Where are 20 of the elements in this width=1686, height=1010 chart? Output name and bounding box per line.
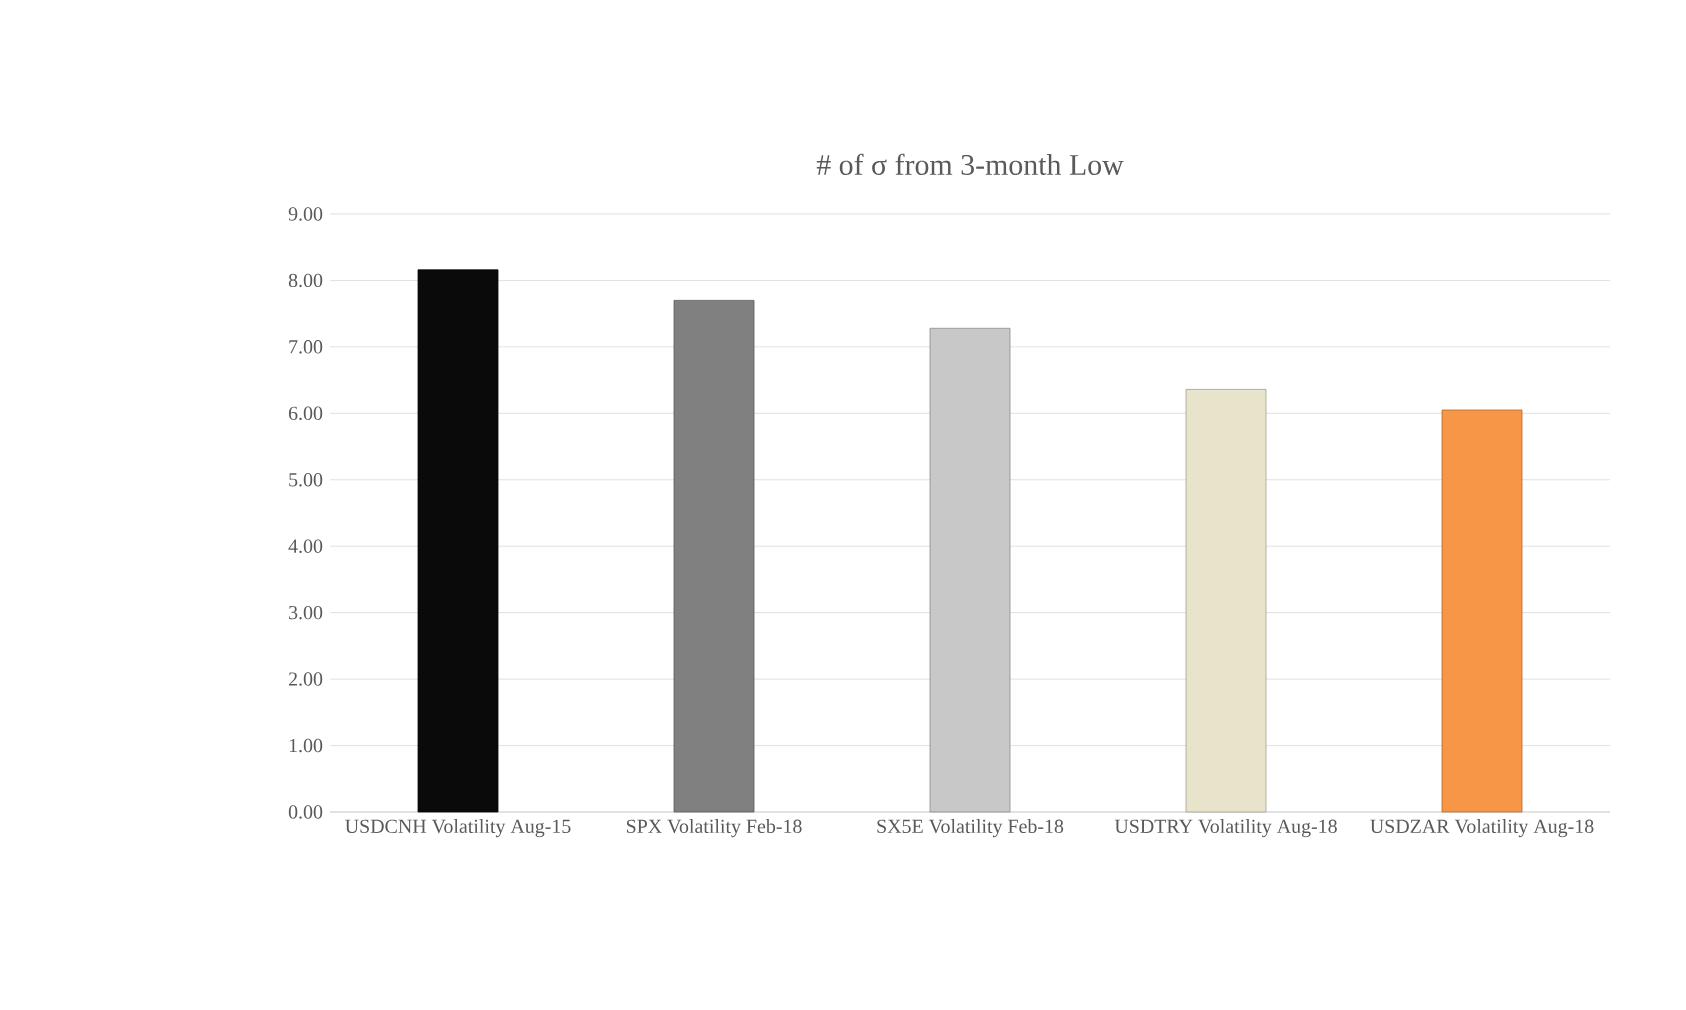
x-tick-label: SX5E Volatility Feb-18 <box>877 819 1064 838</box>
bar <box>1185 389 1267 813</box>
x-tick-label: USDTRY Volatility Aug-18 <box>1114 819 1337 838</box>
bar <box>1441 409 1523 813</box>
y-tick-label: 2.00 <box>288 672 323 686</box>
x-tick-label: USDZAR Volatility Aug-18 <box>1370 819 1594 838</box>
bar <box>417 269 499 813</box>
y-tick-label: 3.00 <box>289 605 323 620</box>
x-tick-label: SPX Volatility Feb-18 <box>626 819 802 838</box>
y-tick-label: 1.00 <box>289 738 323 753</box>
y-tick-label: 7.00 <box>289 340 323 354</box>
y-tick-label: 9.00 <box>288 207 323 221</box>
y-tick-label: 6.00 <box>288 406 323 421</box>
y-tick-label: 5.00 <box>289 473 323 487</box>
y-tick-label: 4.00 <box>288 539 323 553</box>
chart-title: # of σ from 3-month Low <box>816 153 1124 175</box>
y-tick-label: 8.00 <box>288 273 323 288</box>
y-tick-label: 0.00 <box>288 805 323 819</box>
bar <box>673 299 755 813</box>
x-tick-label: USDCNH Volatility Aug-15 <box>345 819 571 838</box>
